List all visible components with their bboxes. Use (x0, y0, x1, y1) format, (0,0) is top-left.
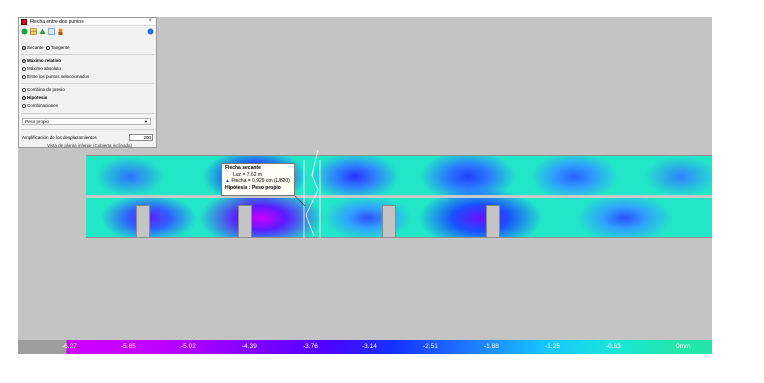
slab-joint-line (86, 195, 712, 198)
label-secante: Secante (27, 45, 44, 50)
tree-icon[interactable] (39, 28, 46, 35)
color-scale-legend: -6.27 -5.65 -5.02 -4.39 -3.76 -3.14 -2.5… (18, 340, 712, 354)
tooltip-deflection: Flecha = 0.929 cm (L/820) (231, 178, 290, 184)
radio-max-absolute[interactable] (22, 66, 26, 71)
tooltip-hypothesis: Hipótesis : Peso propio (225, 184, 281, 191)
radio-tangente[interactable] (46, 45, 51, 50)
slab-deflection-map[interactable] (86, 155, 712, 238)
hypothesis-select-value: Peso propio (25, 119, 50, 124)
radio-between-points[interactable] (22, 74, 26, 79)
tooltip-span: Luz = 7.62 m (233, 171, 263, 178)
help-icon[interactable] (147, 28, 154, 35)
option-load-case[interactable]: Combina do previo (22, 87, 65, 92)
slab-opening (486, 205, 500, 238)
separator (21, 129, 154, 130)
deflection-tooltip: Flecha secante Luz = 7.62 m ▲ Flecha = 0… (221, 163, 295, 196)
label-max-relative: Máximo relativo (27, 58, 62, 63)
app-icon (21, 19, 27, 25)
deflection-curve (305, 149, 319, 237)
green-circle-icon[interactable] (21, 28, 28, 35)
legend-label: -4.39 (242, 343, 257, 350)
legend-label: -5.65 (121, 343, 136, 350)
slab-opening (238, 205, 252, 238)
radio-hypothesis[interactable] (22, 95, 26, 100)
option-max-relative[interactable]: Máximo relativo (22, 58, 61, 63)
legend-label: -3.14 (362, 343, 377, 350)
legend-label: -1.25 (545, 343, 560, 350)
label-hypothesis: Hipótesis (27, 95, 48, 100)
view-footer-text: Vista de planta inferior (Cubierta incli… (47, 143, 132, 148)
drop-icon: ▲ (225, 178, 230, 184)
tooltip-pointer (294, 195, 306, 207)
label-tangente: Tangente (51, 45, 70, 50)
dialog-title: Flecha entre dos puntos (30, 19, 84, 25)
mode-row: Secante Tangente (22, 45, 70, 50)
person-icon[interactable] (57, 28, 64, 35)
slab-opening (382, 205, 396, 238)
option-max-absolute[interactable]: Máximo absoluto (22, 66, 61, 71)
separator (21, 54, 154, 55)
slab-top-edge (86, 155, 712, 156)
legend-label: -6.27 (62, 343, 77, 350)
deflection-dialog: Flecha entre dos puntos × Secante Tangen… (18, 17, 157, 148)
radio-load-case[interactable] (22, 87, 26, 92)
slab-opening (136, 205, 150, 238)
dialog-titlebar[interactable]: Flecha entre dos puntos × (19, 18, 156, 26)
radio-max-relative[interactable] (22, 58, 26, 63)
radio-combinations[interactable] (22, 103, 26, 108)
table-icon[interactable] (30, 28, 37, 35)
hypothesis-select[interactable]: Peso propio ▼ (22, 118, 151, 125)
option-hypothesis[interactable]: Hipótesis (22, 95, 47, 100)
legend-label: -0.63 (606, 343, 621, 350)
amplification-input[interactable]: 200 (129, 134, 153, 141)
chevron-down-icon[interactable]: ▼ (144, 119, 148, 124)
label-between-points: Entre los puntos seleccionados (27, 74, 90, 79)
radio-secante[interactable] (22, 45, 26, 50)
label-load-case: Combina do previo (27, 87, 65, 92)
option-combinations[interactable]: Combinaciones (22, 103, 58, 108)
amplification-label: Amplificación de los desplazamientos (22, 135, 97, 140)
legend-label: -3.76 (303, 343, 318, 350)
list-icon[interactable] (48, 28, 55, 35)
tooltip-deflection-row: ▲ Flecha = 0.929 cm (L/820) (225, 178, 291, 185)
label-max-absolute: Máximo absoluto (27, 66, 62, 71)
close-icon[interactable]: × (148, 18, 152, 24)
slab-bottom-edge (86, 237, 712, 238)
separator (21, 83, 154, 84)
legend-label: -1.88 (484, 343, 499, 350)
legend-label: 0mm (676, 343, 691, 350)
tooltip-title: Flecha secante (225, 165, 261, 171)
separator (21, 113, 154, 114)
legend-label: -2.51 (423, 343, 438, 350)
legend-label: -5.02 (181, 343, 196, 350)
label-combinations: Combinaciones (27, 103, 59, 108)
option-between-points[interactable]: Entre los puntos seleccionados (22, 74, 89, 79)
